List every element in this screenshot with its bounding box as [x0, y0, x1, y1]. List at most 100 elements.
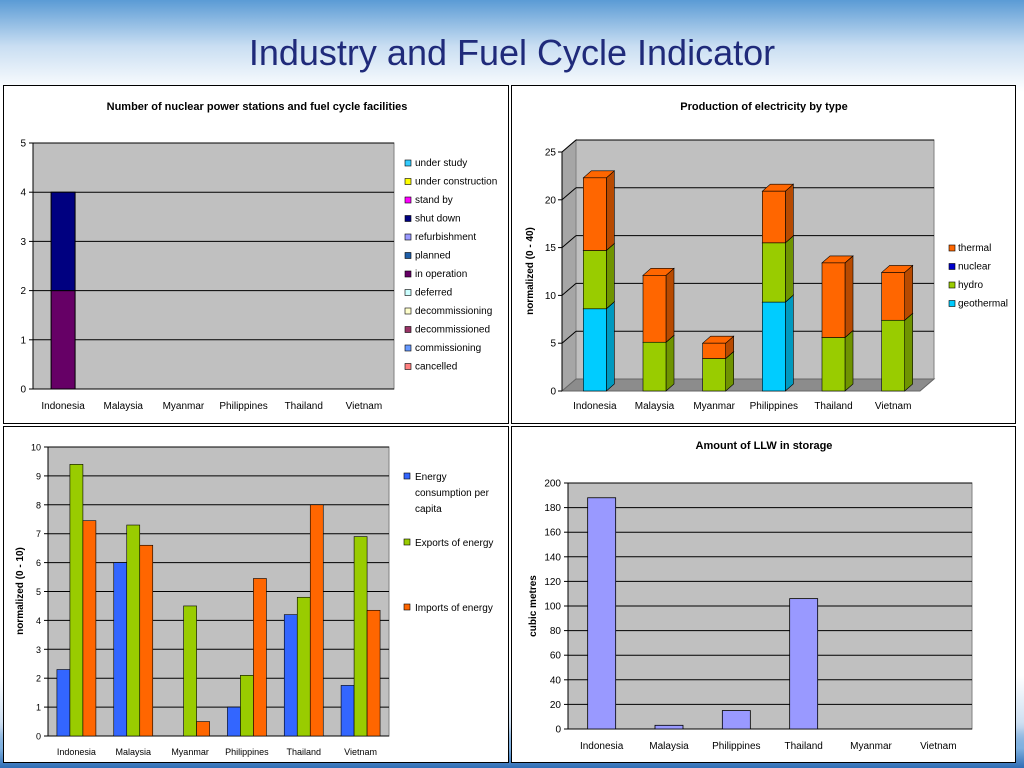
y-tick-label: 3	[20, 237, 26, 248]
y-axis-title: normalized (0 - 40)	[525, 227, 536, 315]
legend-swatch-in-operation	[404, 270, 412, 278]
bar-in-operation-indonesia	[50, 290, 76, 390]
plot-floor	[560, 378, 936, 392]
bar-hydro-myanmar	[702, 358, 726, 392]
legend-label-exports-of-energy: Exports of energy	[415, 538, 493, 549]
y-tick-label: 8	[36, 500, 41, 510]
y-tick-label: 40	[550, 675, 562, 686]
bar-geothermal-indonesia	[583, 308, 607, 392]
legend-label-nuclear: nuclear	[958, 262, 991, 273]
y-axis-title: normalized (0 - 10)	[15, 547, 26, 635]
y-tick-label: 2	[36, 674, 41, 684]
legend-swatch-decommissioned	[404, 326, 412, 333]
legend-swatch-decommissioning	[404, 307, 412, 315]
y-tick-label: 4	[36, 616, 41, 626]
y-tick-label: 200	[544, 479, 561, 490]
bar-imports-of-energy-myanmar	[196, 721, 210, 737]
bar-hydro-philippines	[762, 242, 786, 303]
bar-side-hydro-philippines	[785, 235, 794, 303]
slide-title: Industry and Fuel Cycle Indicator	[248, 32, 776, 73]
bar-hydro-thailand	[821, 337, 846, 392]
bar-shut-down-indonesia	[50, 191, 76, 292]
x-tick-label-vietnam: Vietnam	[346, 401, 383, 412]
x-tick-label-malaysia: Malaysia	[104, 401, 144, 412]
bar-side-hydro-vietnam	[904, 312, 913, 392]
legend-swatch-stand-by	[404, 196, 412, 204]
legend-label-deferred: deferred	[415, 288, 452, 299]
bar-exports-of-energy-malaysia	[126, 524, 141, 737]
legend-swatch-nuclear	[948, 263, 956, 270]
bar-exports-of-energy-philippines	[240, 675, 254, 737]
y-tick-label: 140	[544, 552, 561, 563]
legend-swatch-under-construction	[404, 178, 412, 185]
legend-label-energy-consumption-per-capita: Energy consumption per capita	[415, 472, 490, 515]
bar-thermal-indonesia	[583, 177, 607, 251]
plot-area	[32, 142, 395, 390]
legend-swatch-shut-down	[404, 215, 412, 222]
bar-side-thermal-philippines	[785, 183, 794, 244]
plot-side-wall	[561, 138, 577, 393]
grid-line-side	[561, 139, 577, 153]
legend-label-under-construction: under construction	[415, 177, 497, 188]
facilities-chart: Number of nuclear power stations and fue…	[20, 101, 497, 412]
bar-exports-of-energy-myanmar	[183, 605, 197, 737]
y-tick-label: 160	[544, 528, 561, 539]
bar-thermal-philippines	[762, 190, 786, 244]
legend-swatch-geothermal	[948, 300, 956, 307]
y-tick-label: 1	[36, 703, 41, 713]
y-tick-label: 7	[36, 529, 41, 539]
grid-line-side	[561, 187, 577, 201]
chart-title: Number of nuclear power stations and fue…	[107, 101, 408, 113]
legend-swatch-refurbishment	[404, 233, 412, 241]
y-tick-label: 5	[550, 339, 556, 350]
bar-imports-of-energy-indonesia	[82, 520, 97, 737]
y-tick-label: 5	[20, 139, 26, 150]
bar-exports-of-energy-thailand	[296, 596, 311, 737]
bar-imports-of-energy-philippines	[253, 578, 267, 737]
bar-geothermal-philippines	[762, 301, 786, 392]
legend-label-geothermal: geothermal	[958, 299, 1008, 310]
bar-hydro-vietnam	[881, 319, 905, 392]
bar-exports-of-energy-vietnam	[353, 536, 368, 737]
x-tick-label-vietnam: Vietnam	[344, 747, 377, 757]
electricity-chart-panel: Production of electricity by type 0 5 10 15 2…	[511, 85, 1016, 424]
x-tick-label-myanmar: Myanmar	[171, 747, 209, 757]
y-tick-label: 80	[550, 626, 562, 637]
x-tick-label-malaysia: Malaysia	[635, 401, 675, 412]
x-tick-label-philippines: Philippines	[750, 401, 798, 412]
legend-label-cancelled: cancelled	[415, 362, 457, 373]
legend-label-thermal: thermal	[958, 243, 991, 254]
chart-title: Amount of LLW in storage	[696, 440, 833, 452]
bar-imports-of-energy-malaysia	[139, 544, 154, 737]
x-tick-label-thailand: Thailand	[286, 747, 321, 757]
legend-swatch-hydro	[948, 281, 956, 289]
y-tick-label: 0	[20, 385, 26, 396]
y-tick-label: 6	[36, 558, 41, 568]
legend-label-imports-of-energy: Imports of energy	[415, 603, 493, 614]
x-tick-label-malaysia: Malaysia	[649, 741, 689, 752]
y-tick-label: 9	[36, 471, 41, 481]
bar-energy-consumption-per-capita-indonesia	[56, 669, 71, 737]
y-tick-label: 4	[20, 188, 26, 199]
bar-side-geothermal-philippines	[785, 294, 794, 392]
plot-back-wall	[575, 139, 935, 380]
bar-thermal-thailand	[821, 262, 846, 338]
y-tick-label: 1	[20, 335, 26, 346]
x-tick-label-philippines: Philippines	[219, 401, 267, 412]
y-tick-label: 5	[36, 587, 41, 597]
x-tick-label-vietnam: Vietnam	[920, 741, 957, 752]
grid-line-side	[561, 283, 577, 296]
x-tick-label-indonesia: Indonesia	[41, 401, 85, 412]
bar-side-thermal-vietnam	[904, 264, 913, 321]
legend-swatch-thermal	[948, 244, 956, 252]
bar-exports-of-energy-indonesia	[69, 464, 84, 737]
legend-label-shut-down: shut down	[415, 214, 461, 225]
bar-side-hydro-thailand	[844, 329, 854, 392]
y-tick-label: 0	[550, 387, 556, 398]
x-tick-label-vietnam: Vietnam	[875, 401, 912, 412]
y-tick-label: 60	[550, 651, 562, 662]
bar-philippines	[721, 710, 751, 730]
legend-swatch-energy-consumption-per-capita	[403, 472, 411, 480]
x-tick-label-myanmar: Myanmar	[850, 741, 892, 752]
y-tick-label: 0	[555, 725, 561, 736]
